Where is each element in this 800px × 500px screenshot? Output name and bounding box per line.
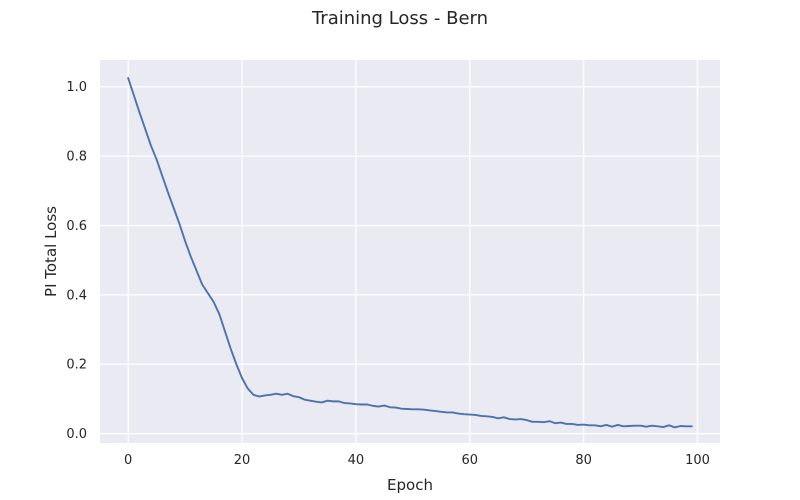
y-tick-label: 1.0 [66, 80, 87, 95]
y-tick-label: 0.8 [66, 150, 87, 165]
x-tick-label: 0 [124, 453, 132, 468]
x-tick-label: 40 [348, 453, 365, 468]
chart-title: Training Loss - Bern [311, 8, 488, 29]
plot-area [100, 60, 720, 443]
x-tick-label: 20 [234, 453, 251, 468]
series-line [127, 77, 693, 429]
y-tick-label: 0.2 [66, 358, 87, 373]
x-tick-label: 100 [685, 453, 710, 468]
x-tick-label: 80 [575, 453, 592, 468]
y-axis-label: PI Total Loss [42, 206, 60, 297]
y-tick-label: 0.0 [66, 427, 87, 442]
y-tick-label: 0.4 [66, 288, 87, 303]
x-axis-label: Epoch [387, 476, 433, 494]
series-group [127, 77, 693, 429]
x-axis-ticks: 0 20 40 60 80 100 [124, 453, 710, 468]
y-axis-ticks: 0.0 0.2 0.4 0.6 0.8 1.0 [66, 80, 87, 442]
x-tick-label: 60 [462, 453, 479, 468]
y-tick-label: 0.6 [66, 219, 87, 234]
grid-lines [100, 60, 720, 443]
